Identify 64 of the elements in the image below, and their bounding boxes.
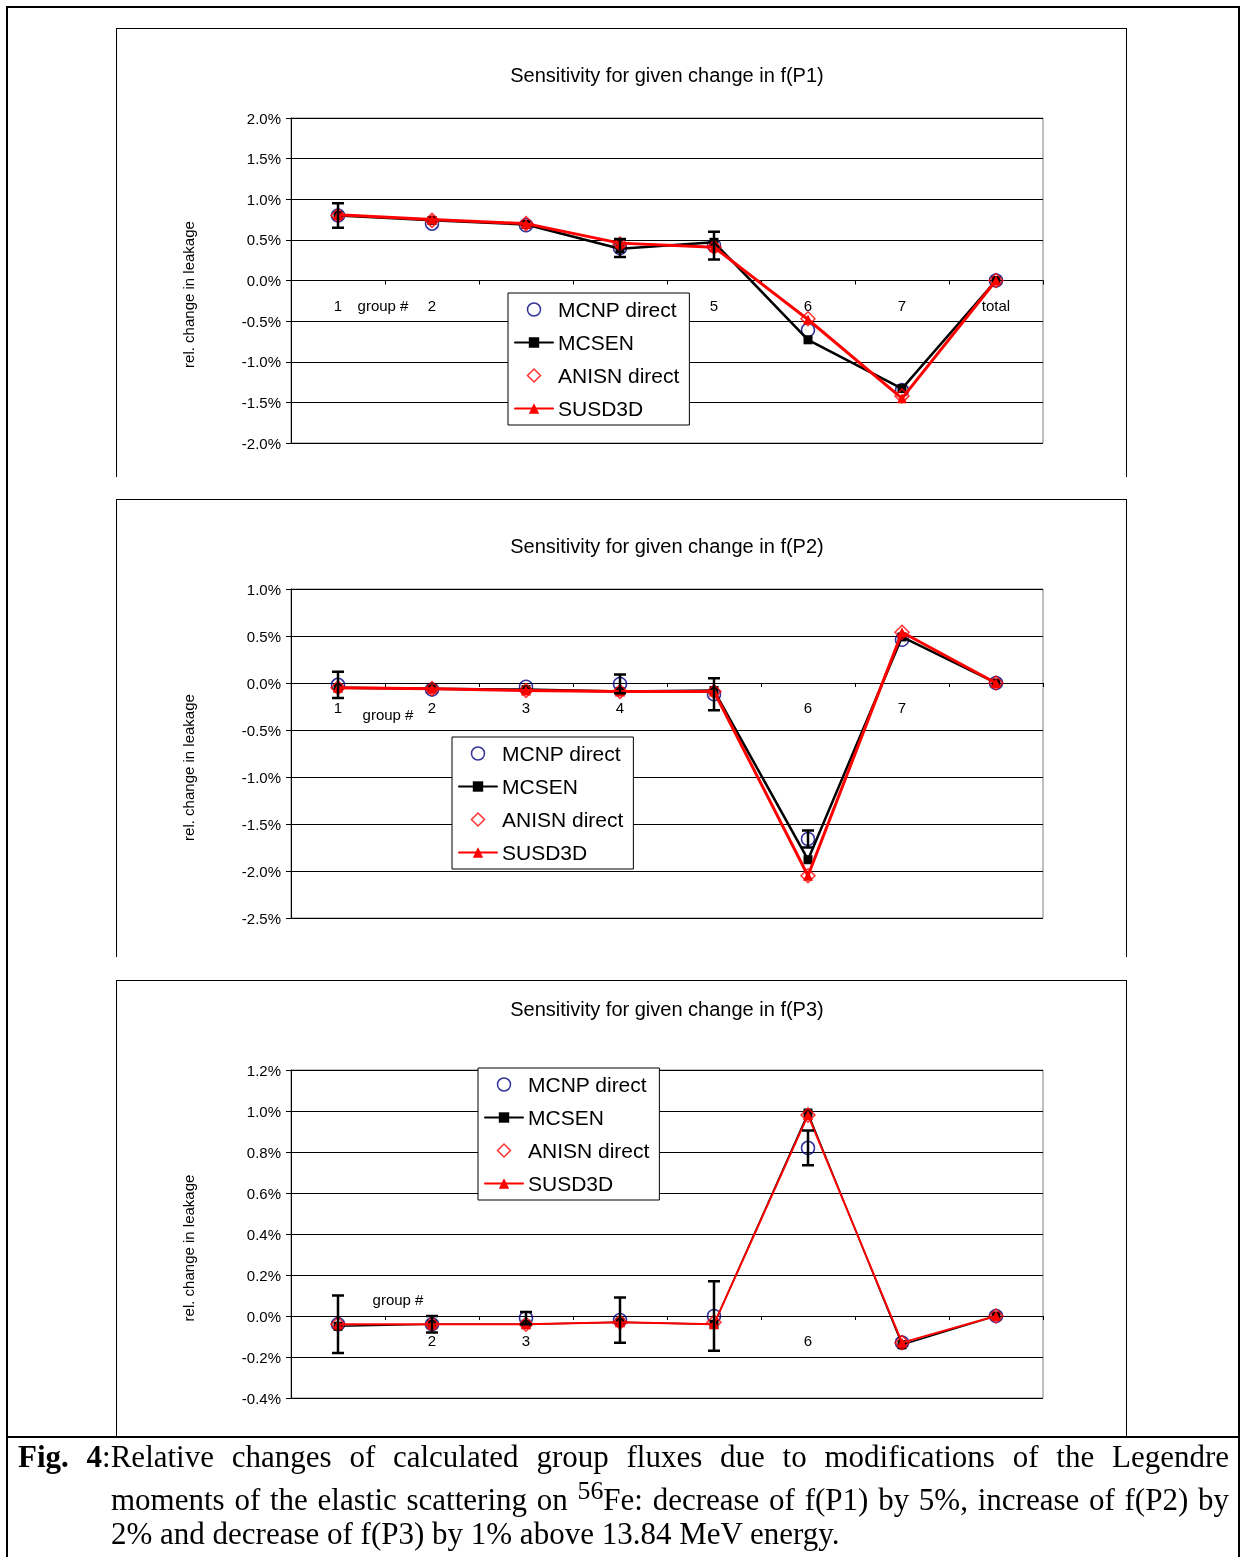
legend-label: SUSD3D <box>528 1172 614 1195</box>
y-tick-label: 0.2% <box>246 1266 281 1284</box>
legend-label: MCSEN <box>502 775 578 798</box>
x-axis-title: group # <box>372 1290 425 1308</box>
y-axis-title: rel. change in leakage <box>180 221 197 368</box>
y-tick-label: -1.0% <box>241 353 281 371</box>
legend-label: MCNP direct <box>502 742 621 765</box>
y-tick-label: -1.5% <box>241 815 281 833</box>
y-tick-label: 1.0% <box>246 580 281 598</box>
caption: Fig. 4 <box>18 1439 103 1474</box>
legend-label: MCNP direct <box>528 1073 647 1096</box>
x-tick-label: 7 <box>897 296 907 314</box>
x-tick-label: 7 <box>897 699 907 716</box>
y-tick-label: 0.5% <box>246 231 281 249</box>
chart-title: Sensitivity for given change in f(P2) <box>510 535 824 557</box>
x-tick-label: 1 <box>333 699 343 716</box>
legend-label: MCSEN <box>528 1106 604 1129</box>
x-tick-label: 3 <box>521 699 531 716</box>
x-tick-label: 6 <box>803 296 813 314</box>
y-tick-label: -0.4% <box>241 1389 281 1407</box>
legend-label: SUSD3D <box>502 841 588 864</box>
y-tick-label: 0.0% <box>246 1307 281 1325</box>
legend-label: ANISN direct <box>528 1139 650 1162</box>
y-tick-label: 0.0% <box>246 674 281 692</box>
x-tick-label: 2 <box>427 1332 437 1349</box>
y-tick-label: -2.5% <box>241 909 281 927</box>
x-tick-label: 2 <box>427 699 437 716</box>
y-tick-label: 0.0% <box>246 272 281 289</box>
y-tick-label: 1.0% <box>246 1102 281 1120</box>
y-tick-label: -2.0% <box>241 434 281 452</box>
x-tick-label: 2 <box>427 296 437 314</box>
text: :Relative changes of calculated group fluxes due to modifications of the Legendre moments of the elastic scattering on $^{56}$Fe: decrease of f(P1) by 5%, increase of f(P2) by 2% and decrease of f(P3) by 1% above 13.84 MeV energy. <box>102 1439 1229 1552</box>
x-tick-label: 6 <box>803 699 813 716</box>
y-tick-label: 2.0% <box>246 109 281 127</box>
x-tick-label: 1 <box>333 296 343 314</box>
y-tick-label: -2.0% <box>241 862 281 880</box>
y-tick-label: -1.0% <box>241 768 281 786</box>
y-tick-label: -0.5% <box>241 721 281 739</box>
legend-label: SUSD3D <box>558 397 644 420</box>
y-tick-label: -0.5% <box>241 312 281 330</box>
x-tick-label: 3 <box>521 1332 531 1349</box>
y-tick-label: 0.5% <box>246 627 281 645</box>
y-tick-label: 1.5% <box>246 150 281 168</box>
x-axis-title: group # <box>357 297 410 314</box>
x-tick-label: 5 <box>709 296 719 314</box>
x-tick-label: total <box>981 296 1011 314</box>
y-tick-label: 1.2% <box>246 1061 281 1079</box>
y-tick-label: 0.4% <box>246 1225 281 1243</box>
chart-title: Sensitivity for given change in f(P1) <box>510 64 824 86</box>
y-tick-label: 0.8% <box>246 1143 281 1161</box>
legend-label: MCNP direct <box>558 298 677 321</box>
y-tick-label: -0.2% <box>241 1348 281 1366</box>
y-tick-label: -1.5% <box>241 393 281 411</box>
chart-title: Sensitivity for given change in f(P3) <box>510 998 824 1020</box>
y-tick-label: 1.0% <box>246 190 281 208</box>
y-axis-title: rel. change in leakage <box>180 694 197 841</box>
legend-label: ANISN direct <box>558 364 680 387</box>
legend-label: MCSEN <box>558 331 634 354</box>
legend-label: ANISN direct <box>502 808 624 831</box>
x-axis-title: group # <box>362 705 415 723</box>
y-tick-label: 0.6% <box>246 1184 281 1202</box>
y-axis-title: rel. change in leakage <box>180 1174 197 1322</box>
x-tick-label: 4 <box>615 699 625 716</box>
x-tick-label: 6 <box>803 1332 813 1349</box>
